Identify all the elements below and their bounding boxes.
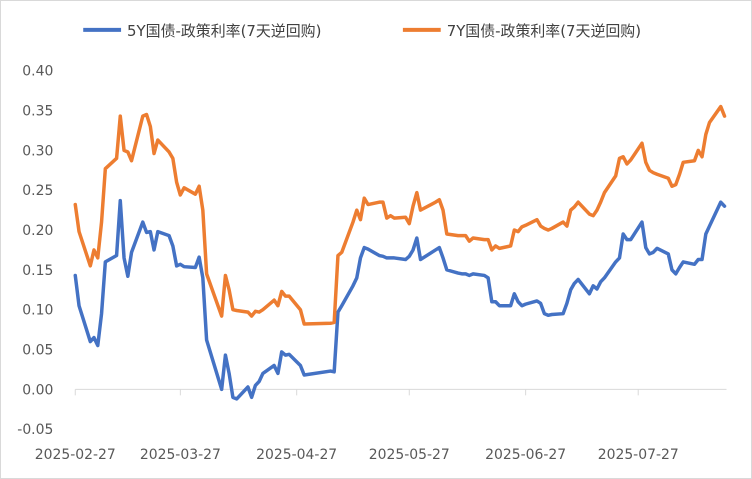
x-tick-label: 2025-04-27 [256,447,337,463]
x-tick-label: 2025-07-27 [598,447,679,463]
series-line-7y [73,104,727,326]
x-tick-label: 2025-03-27 [140,447,221,463]
y-axis-ticks: 0.40 0.35 0.30 0.25 0.20 0.15 0.10 0.05 0.00 -0.0… [17,64,53,438]
series-layer [73,104,727,401]
legend: 5Y国债-政策利率(7天逆回购) 7Y国债-政策利率(7天逆回购) [83,22,641,40]
legend-label-5y: 5Y国债-政策利率(7天逆回购) [127,22,321,40]
x-axis-ticks: 2025-02-27 2025-03-27 2025-04-27 2025-05-27… [35,389,679,463]
y-tick-label: 0.20 [22,223,53,239]
y-tick-label: 0.10 [22,303,53,319]
y-tick-label: 0.15 [22,263,53,279]
legend-entry-7y: 7Y国债-政策利率(7天逆回购) [402,22,641,40]
series-line-5y [73,198,727,401]
y-tick-label: -0.05 [17,422,53,438]
x-tick-label: 2025-05-27 [369,447,450,463]
legend-label-7y: 7Y国债-政策利率(7天逆回购) [447,22,641,40]
y-tick-label: 0.40 [22,64,53,80]
y-tick-label: 0.35 [22,104,53,120]
y-tick-label: 0.05 [22,343,53,359]
legend-entry-5y: 5Y国债-政策利率(7天逆回购) [83,22,321,40]
y-tick-label: 0.00 [22,382,53,398]
y-tick-label: 0.30 [22,143,53,159]
x-tick-label: 2025-02-27 [35,447,116,463]
y-tick-label: 0.25 [22,183,53,199]
x-tick-label: 2025-06-27 [485,447,566,463]
